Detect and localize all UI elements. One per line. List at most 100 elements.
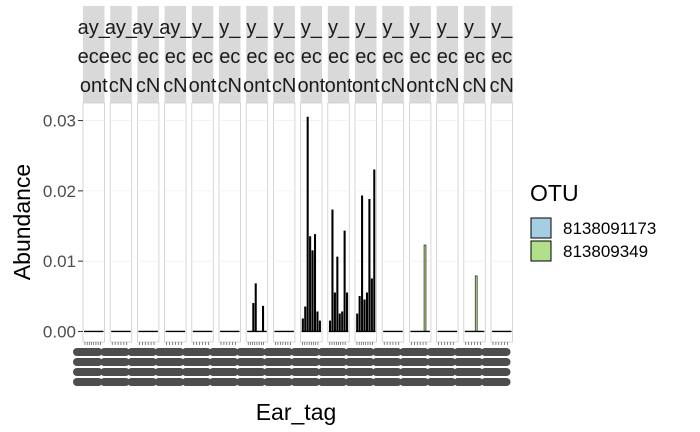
- facet-panel: [82, 102, 105, 343]
- x-tick-label: [372, 358, 402, 366]
- facet-strip-label: cN: [109, 75, 133, 97]
- facet-strip-label: ont: [406, 75, 434, 97]
- x-tick-label: [263, 358, 293, 366]
- facet-panel: [245, 102, 269, 343]
- x-tick-label: [100, 348, 130, 356]
- facet-strip-label: ont: [80, 75, 108, 97]
- x-tick-label: [426, 348, 457, 356]
- facet-strip-label: ec: [437, 46, 458, 68]
- x-tick-label: [236, 348, 266, 356]
- facet-strip-label: ay_: [78, 17, 111, 39]
- x-tick-label: [236, 378, 266, 386]
- x-axis-ticks: [73, 342, 511, 386]
- x-tick-label: [399, 348, 429, 356]
- x-tick-label: [181, 358, 212, 366]
- x-tick-label: [100, 378, 130, 386]
- facet-strip-label: cN: [136, 75, 160, 97]
- facet-panel: [164, 102, 187, 343]
- x-tick-label: [345, 378, 375, 386]
- x-tick-label: [209, 378, 239, 386]
- facet-strip-label: cN: [381, 75, 405, 97]
- x-tick-label: [399, 378, 429, 386]
- facet-strip-label: ay_: [159, 17, 192, 39]
- x-tick-label: [181, 368, 212, 376]
- facet-panel: [490, 102, 513, 343]
- facet-strip-label: y_: [219, 17, 241, 39]
- bar: [358, 296, 361, 332]
- bar: [336, 256, 339, 332]
- facet-strip-label: y_: [491, 17, 513, 39]
- x-tick-label: [317, 368, 348, 376]
- facet-strip: [110, 6, 132, 103]
- legend-key: [530, 240, 552, 262]
- facet-panel: [436, 102, 459, 343]
- facet-strip: [219, 6, 241, 103]
- x-tick-label: [453, 348, 484, 356]
- facet-strip-label: y_: [382, 17, 404, 39]
- x-tick-label: [73, 378, 103, 386]
- legend: OTU 8138091173 813809349: [530, 180, 656, 262]
- facet-strip: [300, 6, 323, 103]
- facet-strip-label: y_: [437, 17, 459, 39]
- bar: [331, 209, 334, 332]
- facet-strip-label: cN: [218, 75, 242, 97]
- bars-layer: [84, 116, 512, 333]
- facet-strip: [164, 6, 187, 103]
- bar: [365, 292, 368, 332]
- facet-panel: [136, 102, 160, 343]
- bar: [361, 195, 364, 332]
- x-tick-label: [481, 348, 511, 356]
- x-tick-label: [209, 358, 239, 366]
- x-tick-label: [127, 378, 157, 386]
- facet-panel: [218, 102, 241, 343]
- facet-panel: [109, 102, 133, 343]
- facet-strip-label: y_: [328, 17, 350, 39]
- facet-strip-label: ec: [110, 46, 131, 68]
- bar: [309, 236, 312, 332]
- legend-key: [530, 217, 552, 239]
- facet-strip-label: ont: [352, 75, 380, 97]
- facet-strip-label: ec: [138, 46, 159, 68]
- facet-strip: [246, 6, 268, 103]
- facet-strip-label: cN: [435, 75, 459, 97]
- x-tick-label: [481, 368, 511, 376]
- bar: [474, 275, 478, 332]
- x-tick-label: [317, 358, 348, 366]
- x-tick-label: [290, 368, 321, 376]
- facet-strip-label: y_: [410, 17, 432, 39]
- facet-strip-label: ec: [165, 46, 186, 68]
- facet-strip: [463, 6, 486, 103]
- facet-strip-label: ec: [382, 46, 403, 68]
- x-tick-label: [317, 348, 348, 356]
- y-axis-title: Abundance: [9, 164, 35, 280]
- facet-strip-label: cN: [272, 75, 296, 97]
- x-tick-label: [209, 368, 239, 376]
- facet-strip-label: y_: [355, 17, 377, 39]
- x-tick-label: [399, 358, 429, 366]
- bar: [328, 320, 332, 332]
- facet-panel: [381, 102, 405, 343]
- x-tick-label: [372, 368, 402, 376]
- x-tick-label: [399, 368, 429, 376]
- x-tick-label: [426, 378, 457, 386]
- bar: [333, 292, 336, 332]
- x-tick-label: [290, 358, 321, 366]
- bar: [318, 320, 321, 332]
- facet-panel: [272, 102, 296, 343]
- facet-strip-label: ec: [328, 46, 349, 68]
- x-tick-label: [73, 348, 103, 356]
- facet-strip-label: ont: [325, 75, 353, 97]
- x-tick-label: [181, 348, 212, 356]
- y-tick-label: 0.00: [43, 322, 76, 341]
- facet-strip: [409, 6, 431, 103]
- x-tick-label: [100, 368, 130, 376]
- x-tick-label: [73, 358, 103, 366]
- bar: [368, 199, 371, 332]
- x-tick-label: [127, 348, 157, 356]
- x-tick-label: [127, 358, 157, 366]
- facet-strip-label: cN: [163, 75, 187, 97]
- bar: [252, 303, 255, 332]
- x-tick-label: [345, 358, 375, 366]
- bar: [363, 299, 366, 332]
- facet-strip-label: ec: [491, 46, 512, 68]
